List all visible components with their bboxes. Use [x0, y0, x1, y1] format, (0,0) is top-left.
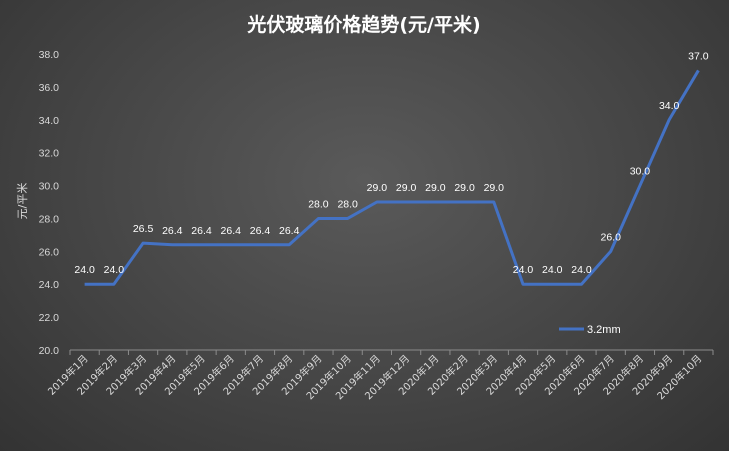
data-label: 28.0	[337, 198, 358, 210]
y-tick-label: 32.0	[39, 148, 60, 160]
data-labels: 24.0 24.0 26.5 26.4 26.4 26.4 26.4 26.4 28.0 28.0…	[74, 50, 708, 276]
data-label: 26.4	[279, 225, 300, 237]
data-label: 24.0	[542, 264, 563, 276]
y-axis-label: 元/平米	[16, 183, 29, 220]
data-label: 30.0	[630, 166, 651, 178]
data-label: 26.4	[191, 225, 212, 237]
data-label: 26.4	[162, 225, 183, 237]
y-axis-ticks: 20.0 22.0 24.0 26.0 28.0 30.0 32.0 34.0 36.0 38.0	[39, 49, 60, 357]
y-tick-label: 24.0	[39, 279, 60, 291]
y-tick-label: 30.0	[39, 181, 60, 193]
series-line-3-2mm	[84, 69, 700, 286]
data-label: 24.0	[104, 264, 125, 276]
x-axis-ticks: 2019年1月2019年2月2019年3月2019年4月2019年5月2019年…	[45, 350, 714, 402]
data-label: 29.0	[425, 182, 446, 194]
y-tick-label: 28.0	[39, 213, 60, 225]
data-label: 29.0	[454, 182, 475, 194]
data-label: 26.4	[250, 225, 271, 237]
data-label: 24.0	[571, 264, 592, 276]
data-label: 34.0	[659, 100, 680, 112]
y-tick-label: 38.0	[39, 49, 60, 61]
y-tick-label: 34.0	[39, 115, 60, 127]
data-label: 24.0	[513, 264, 534, 276]
y-tick-label: 22.0	[39, 312, 60, 324]
data-label: 37.0	[688, 50, 709, 62]
data-label: 29.0	[367, 182, 388, 194]
y-tick-label: 26.0	[39, 246, 60, 258]
data-label: 26.4	[221, 225, 242, 237]
data-label: 29.0	[396, 182, 417, 194]
data-label: 24.0	[74, 264, 95, 276]
legend-label: 3.2mm	[587, 324, 621, 336]
data-label: 26.0	[600, 231, 621, 243]
y-tick-label: 20.0	[39, 345, 60, 357]
chart-title: 光伏玻璃价格趋势(元/平米)	[246, 13, 480, 36]
legend: 3.2mm	[559, 324, 621, 336]
data-label: 29.0	[484, 182, 505, 194]
data-label: 28.0	[308, 198, 329, 210]
y-tick-label: 36.0	[39, 82, 60, 94]
data-label: 26.5	[133, 223, 154, 235]
